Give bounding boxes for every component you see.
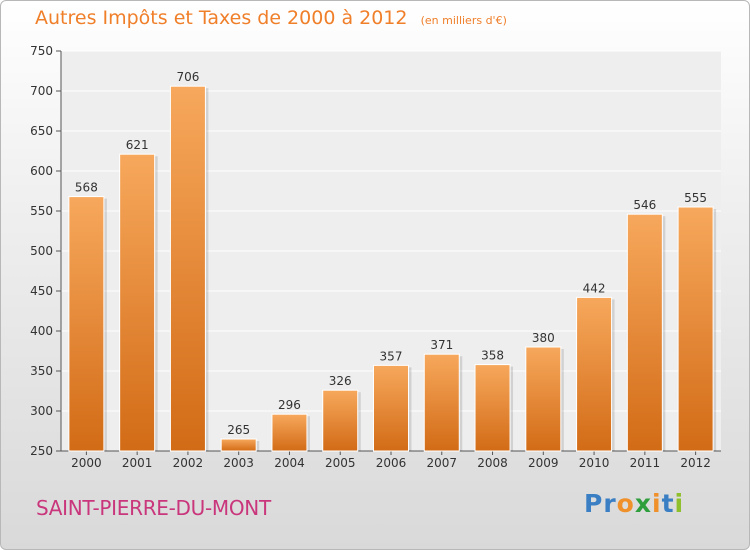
bar-2008 xyxy=(474,364,511,452)
bar-2010 xyxy=(576,296,613,452)
x-tick-label: 2002 xyxy=(173,456,204,470)
y-tick-label: 400 xyxy=(30,324,53,338)
bar-2007 xyxy=(423,353,460,452)
x-tick-label: 2010 xyxy=(579,456,610,470)
bar-2006 xyxy=(373,364,409,452)
y-tick-label: 700 xyxy=(30,84,53,98)
bar-value-label: 706 xyxy=(176,70,199,84)
bar-value-label: 265 xyxy=(227,423,250,437)
bar-value-label: 371 xyxy=(430,338,453,352)
bar-value-label: 442 xyxy=(583,281,606,295)
bar-2004 xyxy=(271,413,308,452)
y-tick-label: 450 xyxy=(30,284,53,298)
x-tick-label: 2005 xyxy=(325,456,356,470)
labels: 250 300 350 400 450 500 550 600 650 700 750 568 2000… xyxy=(30,44,711,470)
bar-2011 xyxy=(626,213,663,452)
bars xyxy=(68,85,717,452)
logo-letter: o xyxy=(616,489,635,518)
logo-letter: t xyxy=(661,489,675,518)
logo-letter: i xyxy=(674,489,685,518)
bar-2002 xyxy=(169,85,206,452)
x-tick-label: 2006 xyxy=(376,456,407,470)
x-tick-label: 2011 xyxy=(630,456,661,470)
bar-value-label: 326 xyxy=(329,374,352,388)
bar-value-label: 358 xyxy=(481,349,504,363)
x-tick-label: 2001 xyxy=(122,456,153,470)
y-tick-label: 650 xyxy=(30,124,53,138)
y-tick-label: 750 xyxy=(30,44,53,58)
y-tick-label: 550 xyxy=(30,204,53,218)
bar-2000 xyxy=(68,196,105,452)
bar-value-label: 380 xyxy=(532,331,555,345)
bar-2001 xyxy=(119,153,156,452)
x-tick-label: 2004 xyxy=(274,456,305,470)
title-text: Autres Impôts et Taxes de 2000 à 2012 xyxy=(35,7,408,29)
proxiti-logo[interactable]: Proxiti xyxy=(584,489,684,518)
bar-value-label: 296 xyxy=(278,398,301,412)
x-tick-label: 2000 xyxy=(71,456,102,470)
logo-letter: i xyxy=(652,489,662,518)
title-unit: (en milliers d'€) xyxy=(420,14,507,27)
y-tick-label: 600 xyxy=(30,164,53,178)
y-tick-label: 250 xyxy=(30,444,53,458)
bar-value-label: 555 xyxy=(684,191,707,205)
chart-title: Autres Impôts et Taxes de 2000 à 2012 (e… xyxy=(35,7,507,29)
bar-2012 xyxy=(677,206,714,452)
bar-value-label: 357 xyxy=(380,349,403,363)
y-tick-label: 350 xyxy=(30,364,53,378)
x-tick-label: 2009 xyxy=(528,456,559,470)
bar-value-label: 621 xyxy=(126,138,149,152)
x-tick-label: 2012 xyxy=(680,456,711,470)
logo-letter: P xyxy=(584,489,604,518)
logo-letter: r xyxy=(603,489,617,518)
y-tick-label: 300 xyxy=(30,404,53,418)
x-tick-label: 2007 xyxy=(426,456,457,470)
bar-2005 xyxy=(322,389,359,452)
bar-value-label: 568 xyxy=(75,181,98,195)
commune-name: SAINT-PIERRE-DU-MONT xyxy=(36,496,271,520)
logo-letter: x xyxy=(634,489,652,518)
bar-value-label: 546 xyxy=(633,198,656,212)
x-tick-label: 2003 xyxy=(223,456,254,470)
x-tick-label: 2008 xyxy=(477,456,508,470)
bar-2009 xyxy=(525,346,562,452)
y-tick-label: 500 xyxy=(30,244,53,258)
bar-2003 xyxy=(220,438,257,452)
